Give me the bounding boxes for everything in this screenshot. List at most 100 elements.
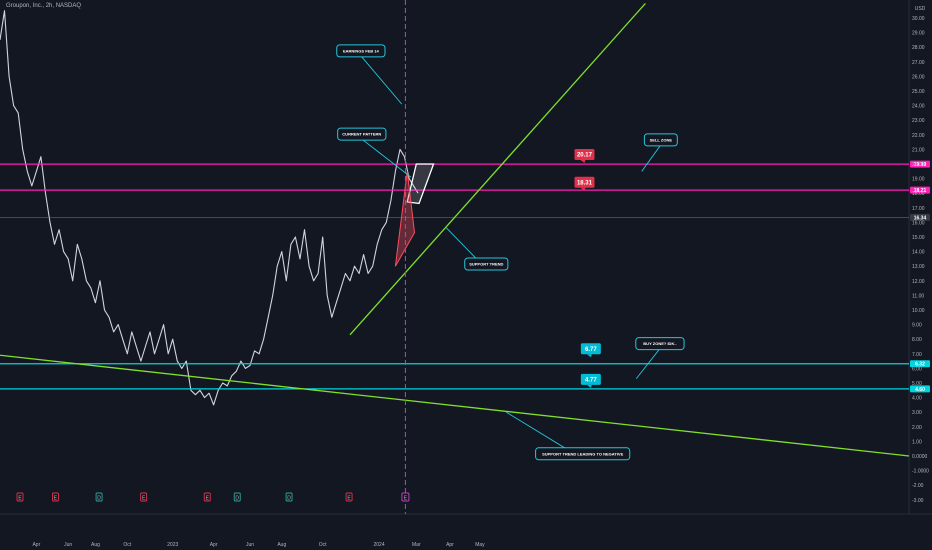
- earnings-event-marker[interactable]: [401, 492, 410, 502]
- x-tick-8: Oct: [319, 542, 327, 548]
- level-axis-tag-0: [910, 160, 930, 168]
- price-tag-pointer-1: [580, 187, 586, 191]
- y-tick-1: 29.00: [912, 31, 925, 37]
- event-marker-label-6: D: [287, 496, 291, 502]
- time-axis: Apr Jun Aug Oct 2023 Apr Jun Aug Oct 2024 Mar Apr Ma…: [32, 542, 485, 548]
- annotation-text-2: SELL ZONE: [650, 137, 673, 142]
- x-tick-10: Mar: [412, 542, 421, 548]
- y-tick-23: 7.00: [912, 352, 922, 358]
- y-tick-22: 8.00: [912, 337, 922, 343]
- event-marker-3[interactable]: [140, 492, 148, 502]
- current-price-label: 16.34: [914, 215, 927, 221]
- y-tick-17: 13.00: [912, 264, 925, 270]
- price-tag-box-1: [574, 176, 595, 188]
- annotation-text-3: SUPPORT TREND: [469, 262, 503, 267]
- level-axis-tag-1: [910, 186, 930, 194]
- price-tag-text-3: 4.77: [585, 378, 597, 384]
- y-tick-0: 30.00: [912, 16, 925, 22]
- y-tick-6: 24.00: [912, 104, 925, 110]
- annotation-leader-0: [360, 55, 403, 105]
- level-axis-tag-2: [910, 360, 930, 368]
- level-axis-tag-3: [910, 385, 930, 393]
- x-tick-4: 2023: [167, 542, 178, 548]
- x-tick-2: Aug: [91, 542, 100, 548]
- event-marker-label-0: E: [18, 496, 22, 502]
- y-tick-28: 2.00: [912, 425, 922, 431]
- y-tick-20: 10.00: [912, 308, 925, 314]
- event-marker-0[interactable]: [16, 492, 24, 502]
- y-tick-27: 3.00: [912, 410, 922, 416]
- y-tick-14: 16.00: [912, 220, 925, 226]
- y-tick-8: 22.00: [912, 133, 925, 139]
- annotation-box-4[interactable]: [635, 337, 685, 351]
- annotation-leader-1: [361, 138, 412, 178]
- level-axis-label-3: 4.60: [915, 387, 925, 393]
- annotation-text-0: EARNINGS FEB 14: [343, 48, 380, 53]
- y-tick-15: 15.00: [912, 235, 925, 241]
- annotation-box-1[interactable]: [337, 127, 387, 141]
- event-marker-2[interactable]: [95, 492, 103, 502]
- event-marker-label-1: E: [54, 496, 58, 502]
- price-tag-text-2: 6.77: [585, 347, 597, 353]
- price-axis: USD 30.00 29.00 28.00 27.00 26.00 25.00 24.00 23…: [912, 6, 929, 504]
- y-tick-7: 23.00: [912, 118, 925, 124]
- x-tick-11: Apr: [446, 542, 454, 548]
- y-tick-30: 0.0000: [912, 454, 928, 460]
- y-tick-3: 27.00: [912, 60, 925, 66]
- price-series: [0, 10, 419, 406]
- grid: [0, 0, 932, 515]
- price-tag-pointer-0: [580, 160, 586, 164]
- event-marker-6[interactable]: [285, 492, 293, 502]
- x-tick-3: Oct: [123, 542, 131, 548]
- currency-label: USD: [915, 6, 926, 12]
- price-tag-text-0: 20.17: [577, 153, 593, 159]
- price-tag-box-3: [580, 373, 601, 385]
- y-tick-10: 20.00: [912, 162, 925, 168]
- y-tick-13: 17.00: [912, 206, 925, 212]
- x-tick-0: Apr: [32, 542, 40, 548]
- price-tag-box-0: [574, 149, 595, 161]
- trend-lines: [0, 2, 910, 457]
- event-marker-label-2: D: [97, 496, 101, 502]
- pattern-outer-shape: [406, 163, 435, 205]
- annotation-text-5: SUPPORT TREND LEADING TO NEGATIVE: [542, 451, 624, 456]
- x-tick-9: 2024: [373, 542, 384, 548]
- x-tick-5: Apr: [210, 542, 218, 548]
- support-trend-line: [349, 2, 646, 336]
- event-marker-1[interactable]: [51, 492, 59, 502]
- chart-title: Groupon, Inc., 2h, NASDAQ: [6, 3, 82, 9]
- x-tick-12: May: [475, 542, 485, 548]
- earnings-event-label: E: [404, 496, 408, 502]
- annotation-box-2[interactable]: [643, 133, 678, 147]
- y-tick-2: 28.00: [912, 45, 925, 51]
- y-tick-4: 26.00: [912, 74, 925, 80]
- price-tags: 20.17 18.31 6.77 4.77: [574, 149, 601, 388]
- annotation-box-0[interactable]: [336, 44, 386, 58]
- level-axis-label-0: 19.99: [914, 162, 927, 168]
- annotation-box-5[interactable]: [535, 447, 631, 461]
- price-tag-pointer-3: [586, 384, 592, 388]
- y-tick-32: -2.00: [912, 483, 924, 489]
- y-tick-16: 14.00: [912, 250, 925, 256]
- annotation-box-3[interactable]: [464, 257, 509, 271]
- y-tick-33: -3.00: [912, 498, 924, 504]
- y-tick-24: 6.00: [912, 366, 922, 372]
- y-tick-31: -1.0000: [912, 469, 929, 475]
- x-tick-1: Jun: [64, 542, 72, 548]
- event-marker-4[interactable]: [203, 492, 211, 502]
- event-marker-label-3: E: [142, 496, 146, 502]
- level-axis-label-1: 18.21: [914, 188, 927, 194]
- annotation-text-4: BUY ZONE? IDK..: [643, 341, 676, 346]
- support-trend-negative-line: [0, 354, 910, 457]
- event-marker-7[interactable]: [345, 492, 353, 502]
- event-marker-label-5: D: [235, 496, 239, 502]
- event-marker-5[interactable]: [233, 492, 241, 502]
- y-tick-18: 12.00: [912, 279, 925, 285]
- current-pattern: [394, 163, 435, 267]
- y-tick-9: 21.00: [912, 147, 925, 153]
- price-tag-pointer-2: [586, 354, 592, 358]
- y-tick-21: 9.00: [912, 323, 922, 329]
- event-marker-label-7: E: [347, 496, 351, 502]
